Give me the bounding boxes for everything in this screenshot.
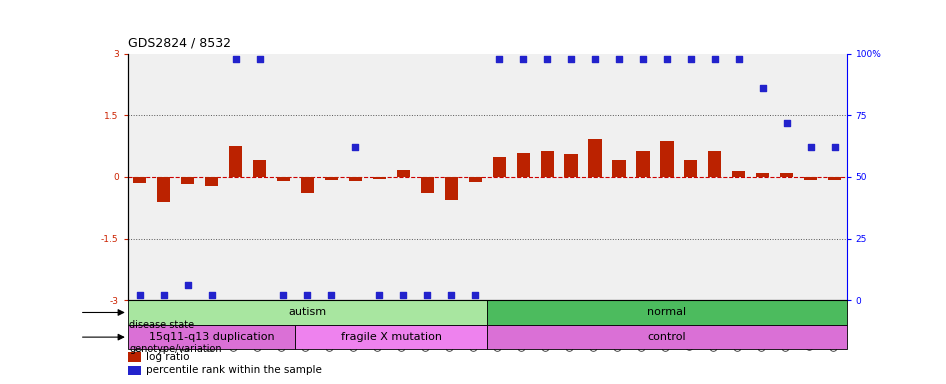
Bar [487, 325, 847, 349]
Bar [468, 177, 482, 182]
Bar [295, 325, 487, 349]
Bar [493, 157, 506, 177]
Point [731, 56, 746, 62]
Text: fragile X mutation: fragile X mutation [341, 332, 442, 342]
Point [516, 56, 531, 62]
Bar [349, 177, 362, 181]
Bar [709, 152, 722, 177]
Bar [780, 173, 794, 177]
Bar [133, 177, 147, 183]
Point [252, 56, 267, 62]
Text: control: control [648, 332, 686, 342]
Point [492, 56, 507, 62]
Bar [421, 177, 434, 194]
Point [827, 144, 842, 151]
Point [228, 56, 243, 62]
Point [755, 85, 770, 91]
Bar [396, 170, 410, 177]
Bar [612, 160, 625, 177]
Point [372, 292, 387, 298]
Bar [128, 325, 295, 349]
Point [300, 292, 315, 298]
Point [708, 56, 723, 62]
Bar [804, 177, 817, 180]
Bar [828, 177, 841, 180]
Bar [205, 177, 219, 186]
Point [611, 56, 626, 62]
Bar [253, 160, 266, 177]
Bar [565, 154, 578, 177]
Point [803, 144, 818, 151]
Bar [324, 177, 338, 180]
Point [276, 292, 291, 298]
Point [636, 56, 651, 62]
Bar [588, 139, 602, 177]
Bar [301, 177, 314, 192]
Point [587, 56, 603, 62]
Point [204, 292, 219, 298]
Point [564, 56, 579, 62]
Bar [373, 177, 386, 179]
Bar [637, 152, 650, 177]
Point [395, 292, 411, 298]
Text: autism: autism [289, 308, 326, 318]
Point [132, 292, 148, 298]
Point [180, 282, 195, 288]
Bar [732, 171, 745, 177]
Point [420, 292, 435, 298]
Bar [660, 141, 674, 177]
Bar [445, 177, 458, 200]
Bar [128, 366, 141, 375]
Bar [756, 173, 769, 177]
Bar [157, 177, 170, 202]
Point [780, 120, 795, 126]
Point [156, 292, 171, 298]
Point [444, 292, 459, 298]
Point [539, 56, 554, 62]
Bar [128, 300, 487, 325]
Text: log ratio: log ratio [146, 352, 189, 362]
Point [324, 292, 339, 298]
Text: percentile rank within the sample: percentile rank within the sample [146, 366, 322, 376]
Text: genotype/variation: genotype/variation [130, 344, 221, 354]
Bar [684, 160, 697, 177]
Text: 15q11-q13 duplication: 15q11-q13 duplication [149, 332, 274, 342]
Point [683, 56, 698, 62]
Bar [487, 300, 847, 325]
Point [348, 144, 363, 151]
Bar [517, 153, 530, 177]
Point [659, 56, 674, 62]
Text: GDS2824 / 8532: GDS2824 / 8532 [128, 37, 231, 50]
Bar [277, 177, 290, 181]
Bar [540, 152, 553, 177]
Bar [229, 146, 242, 177]
Bar [128, 352, 141, 362]
Point [467, 292, 482, 298]
Text: disease state: disease state [130, 320, 194, 330]
Bar [181, 177, 194, 184]
Text: normal: normal [647, 308, 687, 318]
